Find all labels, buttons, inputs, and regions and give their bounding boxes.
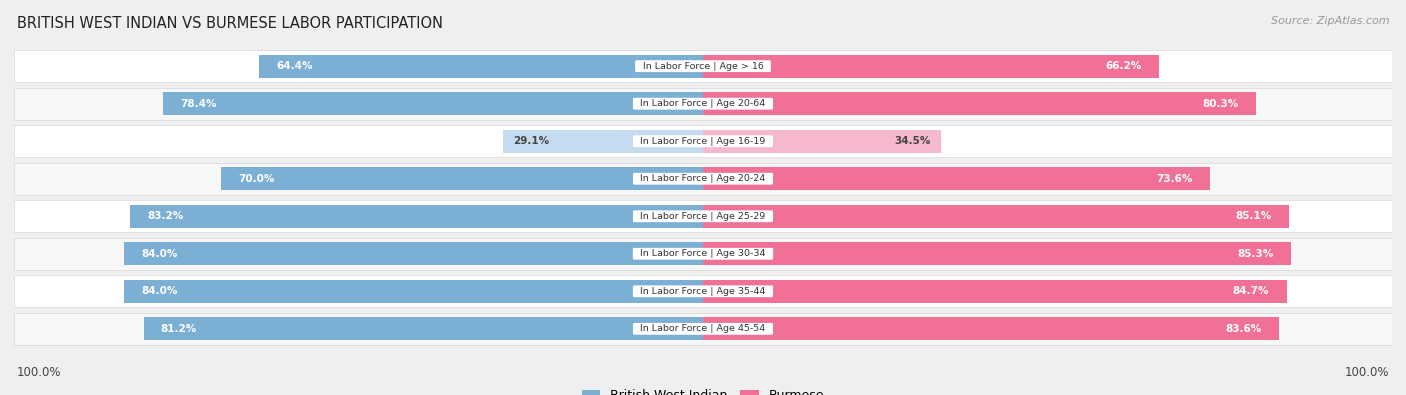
Bar <box>129 205 703 228</box>
Text: 84.7%: 84.7% <box>1233 286 1270 296</box>
Bar <box>143 317 703 340</box>
Text: Source: ZipAtlas.com: Source: ZipAtlas.com <box>1271 16 1389 26</box>
Text: 80.3%: 80.3% <box>1202 99 1239 109</box>
Bar <box>124 280 703 303</box>
Text: 85.3%: 85.3% <box>1237 249 1274 259</box>
Bar <box>259 55 703 78</box>
Text: BRITISH WEST INDIAN VS BURMESE LABOR PARTICIPATION: BRITISH WEST INDIAN VS BURMESE LABOR PAR… <box>17 16 443 31</box>
Text: In Labor Force | Age 20-64: In Labor Force | Age 20-64 <box>634 99 772 108</box>
Text: In Labor Force | Age 35-44: In Labor Force | Age 35-44 <box>634 287 772 296</box>
Bar <box>221 167 703 190</box>
Bar <box>14 200 1392 232</box>
Bar <box>14 163 1392 195</box>
Text: 100.0%: 100.0% <box>17 366 62 379</box>
Bar <box>703 130 941 153</box>
Text: 83.6%: 83.6% <box>1226 324 1261 334</box>
Text: 81.2%: 81.2% <box>160 324 197 334</box>
Text: In Labor Force | Age 25-29: In Labor Force | Age 25-29 <box>634 212 772 221</box>
Bar <box>163 92 703 115</box>
Text: 84.0%: 84.0% <box>142 249 179 259</box>
Text: In Labor Force | Age 45-54: In Labor Force | Age 45-54 <box>634 324 772 333</box>
Bar <box>14 125 1392 157</box>
Bar <box>703 55 1159 78</box>
Text: 78.4%: 78.4% <box>180 99 217 109</box>
Text: 100.0%: 100.0% <box>1344 366 1389 379</box>
Text: 66.2%: 66.2% <box>1105 61 1142 71</box>
Text: 84.0%: 84.0% <box>142 286 179 296</box>
Bar <box>703 317 1279 340</box>
Text: In Labor Force | Age > 16: In Labor Force | Age > 16 <box>637 62 769 71</box>
Text: 64.4%: 64.4% <box>277 61 314 71</box>
Bar <box>14 238 1392 270</box>
Text: 83.2%: 83.2% <box>148 211 183 221</box>
Bar <box>14 88 1392 120</box>
Bar <box>14 313 1392 345</box>
Bar <box>703 205 1289 228</box>
Bar <box>14 275 1392 307</box>
Bar <box>703 280 1286 303</box>
Text: 34.5%: 34.5% <box>894 136 931 146</box>
Bar <box>124 242 703 265</box>
Bar <box>703 92 1256 115</box>
Bar <box>703 242 1291 265</box>
Text: 73.6%: 73.6% <box>1157 174 1192 184</box>
Text: 29.1%: 29.1% <box>513 136 548 146</box>
Text: 85.1%: 85.1% <box>1236 211 1272 221</box>
Text: In Labor Force | Age 30-34: In Labor Force | Age 30-34 <box>634 249 772 258</box>
Bar <box>14 50 1392 82</box>
Text: 70.0%: 70.0% <box>238 174 274 184</box>
Text: In Labor Force | Age 16-19: In Labor Force | Age 16-19 <box>634 137 772 146</box>
Text: In Labor Force | Age 20-24: In Labor Force | Age 20-24 <box>634 174 772 183</box>
Bar <box>703 167 1211 190</box>
Legend: British West Indian, Burmese: British West Indian, Burmese <box>576 384 830 395</box>
Bar <box>502 130 703 153</box>
